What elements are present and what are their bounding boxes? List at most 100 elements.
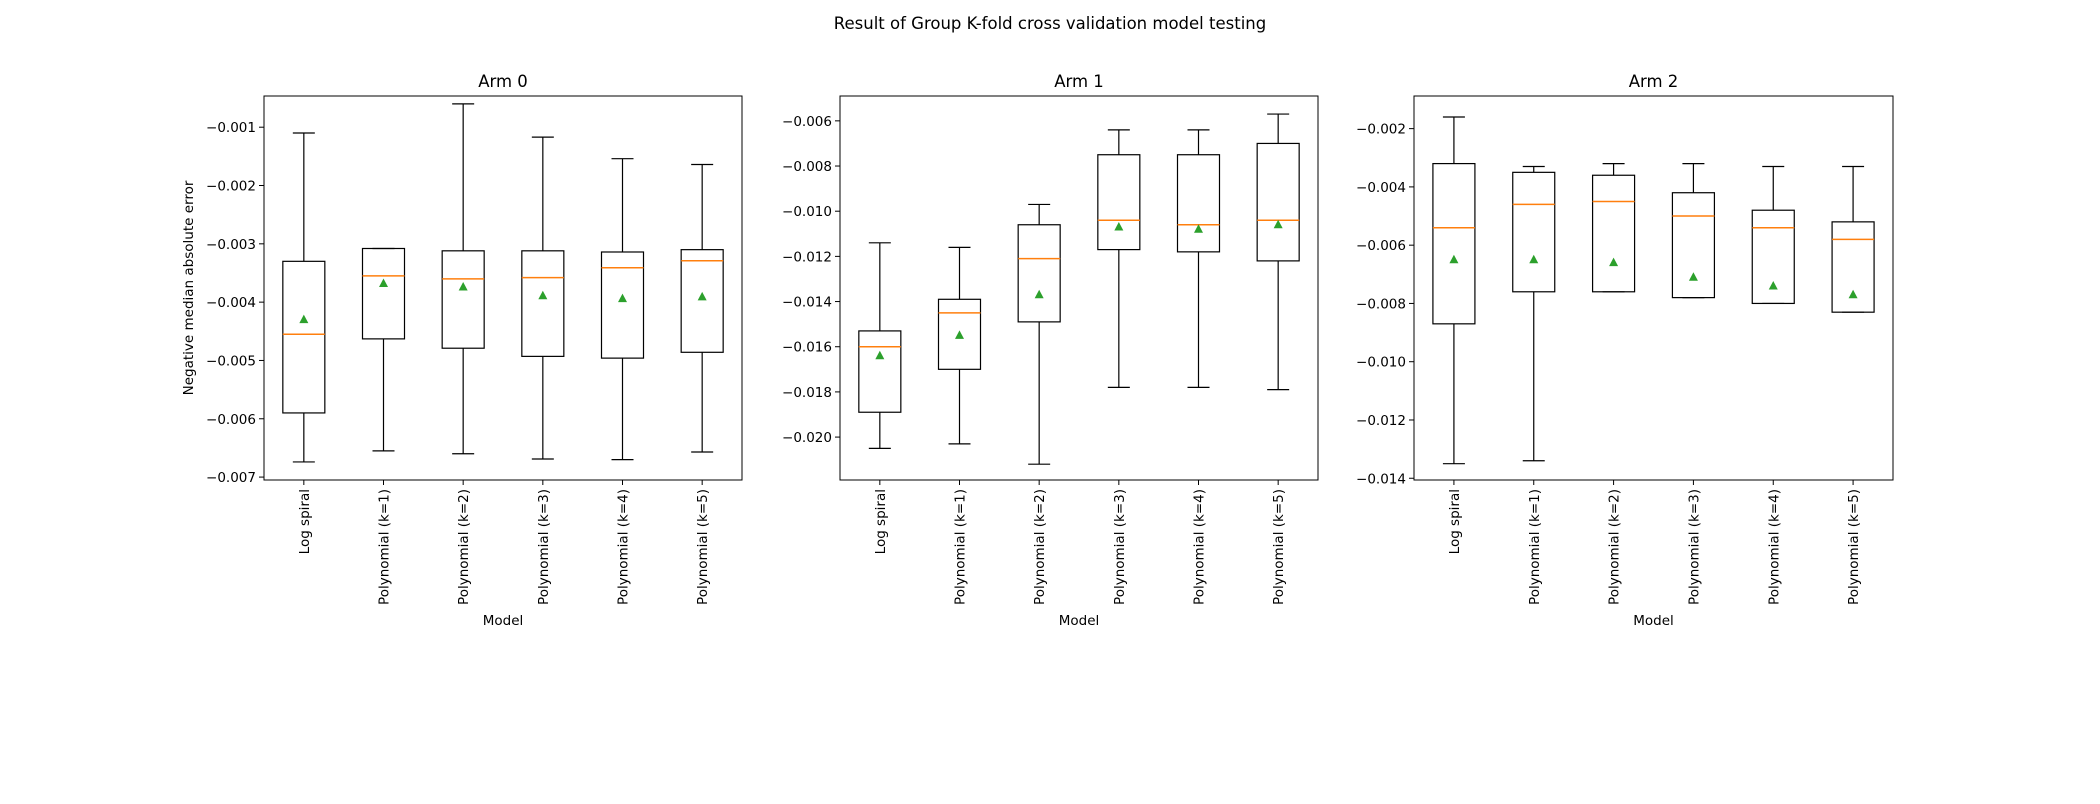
iqr-box xyxy=(600,251,645,359)
y-tick-label: −0.007 xyxy=(206,470,256,486)
iqr-box xyxy=(1591,174,1636,293)
mean-marker xyxy=(1848,289,1858,299)
x-tick-label: Log spiral xyxy=(873,489,889,554)
x-tick-label: Polynomial (k=5) xyxy=(695,489,711,605)
y-tick-label: −0.006 xyxy=(206,412,256,428)
iqr-box xyxy=(1432,162,1476,325)
y-tick-label: −0.002 xyxy=(1356,122,1406,138)
x-tick-label: Polynomial (k=2) xyxy=(1032,489,1048,605)
box-group xyxy=(1512,165,1556,462)
x-tick-label: Polynomial (k=2) xyxy=(456,489,472,605)
y-tick-label: −0.008 xyxy=(782,159,832,175)
subplot-arm-2: Arm 2 −0.014 −0.012 −0.010 −0.008 −0.006 −0.00… xyxy=(1356,72,1894,629)
x-tick-label: Polynomial (k=4) xyxy=(616,489,632,605)
x-tick-label: Polynomial (k=4) xyxy=(1766,489,1782,605)
box-group xyxy=(1831,165,1875,313)
figure-title: Result of Group K-fold cross validation … xyxy=(834,14,1266,33)
mean-marker xyxy=(1034,289,1044,299)
axes-frame xyxy=(839,95,1319,481)
iqr-box xyxy=(1097,154,1141,251)
iqr-box xyxy=(441,250,485,349)
y-tick-label: −0.003 xyxy=(206,237,256,253)
iqr-box xyxy=(858,330,902,413)
box-group xyxy=(441,103,485,455)
iqr-box xyxy=(1512,171,1556,293)
y-tick-label: −0.004 xyxy=(206,295,256,311)
x-tick-label: Polynomial (k=1) xyxy=(953,489,969,605)
y-tick-label: −0.020 xyxy=(782,430,832,446)
y-tick-label: −0.008 xyxy=(1356,296,1406,312)
x-axis-label: Model xyxy=(1059,613,1100,629)
x-axis-label: Model xyxy=(1633,613,1674,629)
x-tick-label: Polynomial (k=3) xyxy=(536,489,552,605)
y-tick-label: −0.012 xyxy=(1356,413,1406,429)
x-tick-label: Log spiral xyxy=(1447,489,1463,554)
box-group xyxy=(1591,162,1636,293)
x-axis-label: Model xyxy=(483,613,524,629)
iqr-box xyxy=(1017,224,1061,323)
box-group xyxy=(858,242,902,449)
box-group xyxy=(680,163,724,453)
y-tick-label: −0.001 xyxy=(206,120,256,136)
mean-marker xyxy=(1273,219,1283,229)
mean-marker xyxy=(875,350,885,360)
box-group xyxy=(1176,129,1221,388)
mean-marker xyxy=(1609,257,1619,267)
y-tick-label: −0.002 xyxy=(206,179,256,195)
x-tick-label: Polynomial (k=1) xyxy=(1527,489,1543,605)
mean-marker xyxy=(697,291,707,301)
box-group xyxy=(1097,129,1141,388)
x-tick-label: Log spiral xyxy=(297,489,313,554)
mean-marker xyxy=(1194,224,1203,233)
iqr-box xyxy=(937,298,982,370)
iqr-box xyxy=(282,260,326,414)
mean-marker xyxy=(299,314,309,324)
box-group xyxy=(1671,162,1716,299)
box-group xyxy=(1751,165,1795,305)
box-group xyxy=(937,246,982,445)
x-tick-label: Polynomial (k=3) xyxy=(1686,489,1702,605)
box-group xyxy=(1017,203,1061,465)
y-tick-label: −0.010 xyxy=(1356,355,1406,371)
mean-marker xyxy=(379,278,388,287)
iqr-box xyxy=(680,249,724,353)
mean-marker xyxy=(538,290,548,300)
axes-frame xyxy=(1413,95,1894,481)
axes-frame xyxy=(263,95,743,481)
y-tick-label: −0.010 xyxy=(782,204,832,220)
x-tick-label: Polynomial (k=1) xyxy=(377,489,393,605)
x-tick-label: Polynomial (k=5) xyxy=(1846,489,1862,605)
mean-marker xyxy=(1529,254,1539,264)
y-tick-label: −0.004 xyxy=(1356,180,1406,196)
box-group xyxy=(1432,116,1476,465)
mean-marker xyxy=(955,330,964,339)
x-tick-label: Polynomial (k=4) xyxy=(1192,489,1208,605)
box-group xyxy=(282,132,326,463)
iqr-box xyxy=(1671,192,1716,299)
subplot-title: Arm 0 xyxy=(478,72,528,91)
box-group xyxy=(1256,113,1300,391)
y-tick-label: −0.005 xyxy=(206,353,256,369)
y-tick-label: −0.006 xyxy=(1356,238,1406,254)
iqr-box xyxy=(521,250,565,357)
subplot-title: Arm 1 xyxy=(1054,72,1104,91)
box-group xyxy=(361,247,406,452)
mean-marker xyxy=(1768,280,1778,290)
iqr-box xyxy=(1831,221,1875,313)
iqr-box xyxy=(361,247,406,340)
subplot-arm-0: Arm 0 −0.007 −0.006 −0.005 −0.004 −0.003 −0.00… xyxy=(181,72,743,629)
mean-marker xyxy=(1688,272,1698,281)
mean-marker xyxy=(1449,254,1459,264)
y-axis-label: Negative median absolute error xyxy=(181,180,197,395)
iqr-box xyxy=(1176,154,1221,253)
x-tick-label: Polynomial (k=3) xyxy=(1112,489,1128,605)
y-tick-label: −0.018 xyxy=(782,385,832,401)
subplot-arm-1: Arm 1 −0.020 −0.018 −0.016 −0.014 −0.012 −0.01… xyxy=(782,72,1319,629)
mean-marker xyxy=(1114,222,1124,231)
y-tick-label: −0.014 xyxy=(1356,471,1406,487)
y-tick-label: −0.014 xyxy=(782,295,832,311)
x-tick-label: Polynomial (k=2) xyxy=(1607,489,1623,605)
y-tick-label: −0.012 xyxy=(782,249,832,265)
